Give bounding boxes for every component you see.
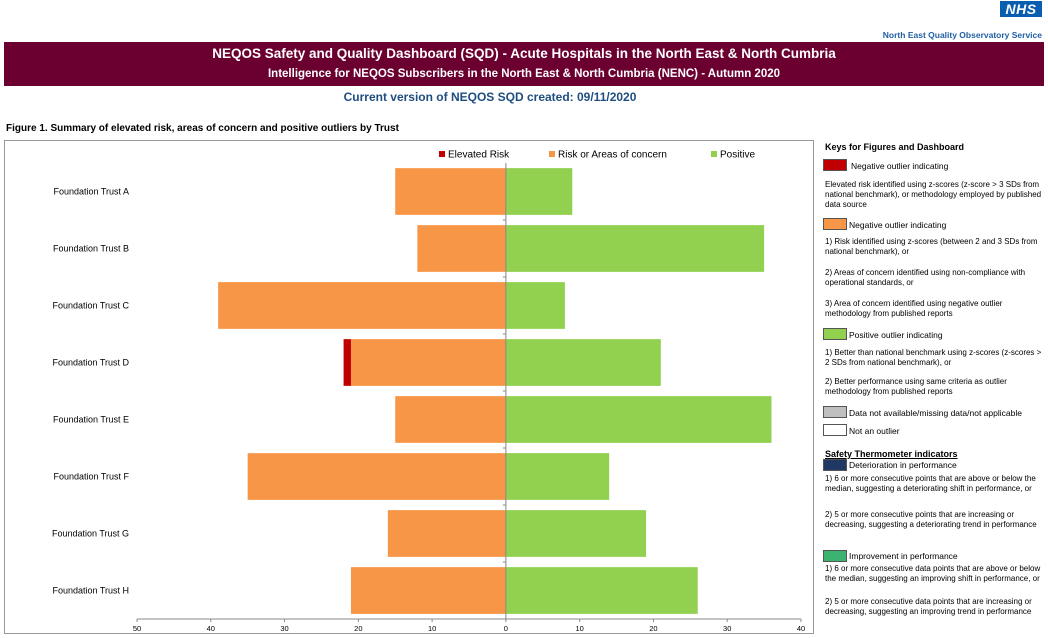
elevated-risk-swatch (823, 159, 847, 171)
missing-data-swatch (823, 406, 847, 418)
keys-panel: Keys for Figures and Dashboard Negative … (818, 140, 1044, 634)
title-banner: NEQOS Safety and Quality Dashboard (SQD)… (4, 42, 1044, 86)
not-outlier-swatch (823, 424, 847, 436)
trust-outlier-chart: Foundation Trust A Foundation Trust B Foun… (52, 150, 805, 634)
dashboard-title: NEQOS Safety and Quality Dashboard (SQD)… (212, 46, 836, 61)
key-desc-positive-2: 2) Better performance using same criteri… (825, 377, 1007, 396)
key-label-concern: Negative outlier indicating (849, 220, 947, 230)
legend-swatch (549, 151, 555, 157)
bar-concern (417, 225, 506, 272)
key-label-missing: Data not available/missing data/not appl… (849, 408, 1022, 418)
legend-swatch (711, 151, 717, 157)
chart-frame (4, 140, 814, 634)
key-label-elevated: Negative outlier indicating (851, 161, 949, 171)
bar-positive (505, 282, 565, 329)
x-tick-label: 10 (575, 624, 583, 633)
category-label: Foundation Trust H (52, 586, 129, 596)
x-tick-label: 40 (797, 624, 805, 633)
bar-concern (387, 510, 506, 557)
bar-concern (350, 567, 506, 614)
bar-concern (350, 339, 506, 386)
x-tick-label: 50 (133, 624, 141, 633)
bar-elevated (343, 339, 351, 386)
category-label: Foundation Trust G (52, 529, 129, 539)
key-desc-elevated: Elevated risk identified using z-scores … (825, 180, 1042, 209)
category-label: Foundation Trust B (53, 244, 129, 254)
x-tick-label: 20 (354, 624, 362, 633)
bar-positive (505, 510, 647, 557)
key-desc-improvement-2: 2) 5 or more consecutive data points tha… (825, 597, 1032, 616)
x-tick-label: 40 (207, 624, 215, 633)
x-tick-label: 0 (504, 624, 508, 633)
bar-positive (505, 168, 573, 215)
key-desc-improvement-1: 1) 6 or more consecutive data points tha… (825, 564, 1041, 583)
key-desc-concern-3: 3) Area of concern identified using nega… (825, 299, 1003, 318)
dashboard-subtitle: Intelligence for NEQOS Subscribers in th… (267, 68, 781, 80)
category-label: Foundation Trust D (52, 358, 129, 368)
concern-swatch (823, 218, 847, 230)
legend-swatch (439, 151, 445, 157)
version-text: Current version of NEQOS SQD created: 09… (343, 90, 637, 104)
improvement-swatch (823, 550, 847, 562)
bar-concern (395, 396, 506, 443)
legend-label: Positive (720, 150, 755, 161)
legend-label: Risk or Areas of concern (558, 150, 667, 161)
bar-positive (505, 339, 661, 386)
key-desc-concern-2: 2) Areas of concern identified using non… (825, 268, 1026, 287)
key-label-improvement: Improvement in performance (849, 551, 958, 561)
key-desc-deterioration-2: 2) 5 or more consecutive points that are… (825, 510, 1037, 529)
key-desc-concern-1: 1) Risk identified using z-scores (betwe… (825, 237, 1038, 256)
bar-concern (395, 168, 506, 215)
key-label-deterioration: Deterioration in performance (849, 460, 957, 470)
category-label: Foundation Trust E (53, 415, 129, 425)
bar-positive (505, 396, 772, 443)
thermometer-title: Safety Thermometer indicators (825, 449, 958, 459)
x-tick-label: 20 (649, 624, 657, 633)
service-name: North East Quality Observatory Service (882, 30, 1042, 40)
x-tick-label: 10 (428, 624, 436, 633)
positive-swatch (823, 328, 847, 340)
category-label: Foundation Trust A (53, 187, 129, 197)
bar-positive (505, 567, 698, 614)
category-label: Foundation Trust C (52, 301, 129, 311)
key-desc-deterioration-1: 1) 6 or more consecutive points that are… (825, 474, 1036, 493)
bar-positive (505, 225, 765, 272)
keys-title: Keys for Figures and Dashboard (825, 142, 965, 152)
key-desc-positive-1: 1) Better than national benchmark using … (825, 348, 1042, 367)
key-label-positive: Positive outlier indicating (849, 330, 943, 340)
deterioration-swatch (823, 459, 847, 471)
legend-label: Elevated Risk (448, 150, 510, 161)
nhs-logo: NHS (1000, 1, 1042, 17)
x-tick-label: 30 (280, 624, 288, 633)
figure-title: Figure 1. Summary of elevated risk, area… (6, 123, 399, 134)
key-label-not-outlier: Not an outlier (849, 426, 900, 436)
bar-concern (247, 453, 506, 500)
x-tick-label: 30 (723, 624, 731, 633)
bar-positive (505, 453, 610, 500)
bar-concern (218, 282, 506, 329)
category-label: Foundation Trust F (53, 472, 129, 482)
